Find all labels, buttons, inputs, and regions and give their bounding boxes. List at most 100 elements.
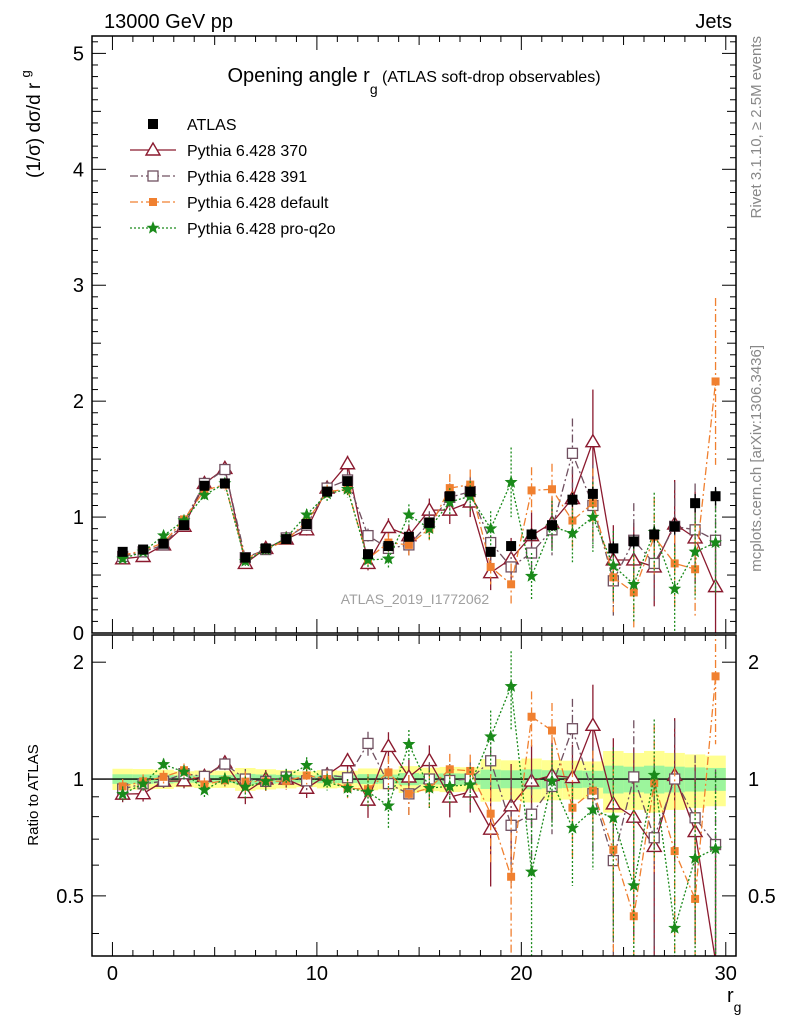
ratio-point xyxy=(404,789,413,798)
data-point xyxy=(260,543,271,554)
data-point xyxy=(301,519,312,530)
data-point xyxy=(342,476,353,487)
ratio-point xyxy=(341,781,355,794)
data-point xyxy=(240,552,251,563)
ratio-point xyxy=(545,774,559,787)
ratio-point xyxy=(218,772,232,785)
ratio-point xyxy=(177,765,191,778)
ratio-y-tick-label-right: 2 xyxy=(748,652,759,674)
data-point xyxy=(362,529,374,542)
main-panel-frame xyxy=(91,35,737,634)
legend-label: ATLAS xyxy=(187,117,237,134)
data-point xyxy=(339,455,356,470)
mcplots-label: mcplots.cern.ch [arXiv:1306.3436] xyxy=(748,345,765,572)
ratio-panel-series xyxy=(114,635,723,956)
x-axis-label-subscript: g xyxy=(734,999,742,1015)
ratio-point xyxy=(584,716,602,732)
ratio-point xyxy=(175,772,193,787)
ratio-point xyxy=(527,712,536,721)
data-point xyxy=(197,488,211,501)
legend-marker xyxy=(146,221,160,234)
ratio-point xyxy=(566,723,579,735)
data-point xyxy=(608,543,619,554)
ratio-point xyxy=(384,768,393,777)
data-point xyxy=(424,517,435,528)
data-point xyxy=(404,540,413,549)
ratio-point xyxy=(502,797,520,812)
title-subscript: g xyxy=(370,81,378,97)
y-tick-label: 1 xyxy=(73,507,84,529)
data-point xyxy=(710,491,721,502)
panel-frames xyxy=(91,35,737,957)
data-point xyxy=(527,486,536,495)
data-point xyxy=(526,529,537,540)
data-point xyxy=(179,520,189,531)
legend-label: Pythia 6.428 391 xyxy=(187,169,307,186)
ratio-point xyxy=(134,785,152,800)
series-line xyxy=(122,480,716,591)
ratio-point xyxy=(484,729,498,743)
chart-title: Opening angle rg (ATLAS soft-drop observ… xyxy=(227,65,600,97)
ratio-point xyxy=(486,809,495,818)
ratio-y-tick-label: 1 xyxy=(73,769,84,791)
x-tick-label: 30 xyxy=(715,963,737,985)
ratio-point xyxy=(629,912,638,921)
axis-ticks: 0 10 20 30 0 1 2 3 4 5 0.5 0.5 1 1 2 2 xyxy=(56,36,776,985)
legend-marker xyxy=(148,119,158,129)
data-point xyxy=(381,551,395,565)
series-line xyxy=(122,381,717,594)
ratio-point xyxy=(565,821,579,834)
svg-text:(1/σ) dσ/d r g: (1/σ) dσ/d r g xyxy=(18,70,45,178)
y-tick-label: 5 xyxy=(73,43,84,65)
ratio-series-line xyxy=(122,676,717,917)
y-tick-label: 0 xyxy=(73,623,84,645)
ratio-point xyxy=(548,726,556,735)
y-tick-label: 3 xyxy=(73,275,84,297)
title-suffix: (ATLAS soft-drop observables) xyxy=(378,69,601,86)
data-point xyxy=(627,577,641,590)
data-point xyxy=(157,528,171,542)
data-point xyxy=(444,491,455,502)
data-point xyxy=(380,519,397,534)
ratio-point xyxy=(709,841,723,855)
data-point xyxy=(485,536,497,549)
y-axis-label: (1/σ) dσ/d r g xyxy=(18,70,45,178)
data-point xyxy=(466,480,475,489)
data-point xyxy=(322,486,333,497)
x-axis-label: rg xyxy=(727,985,741,1015)
ratio-y-tick-label-right: 1 xyxy=(748,769,759,791)
ratio-y-tick-label-right: 0.5 xyxy=(748,886,776,908)
ratio-point xyxy=(443,779,457,792)
ratio-point xyxy=(606,810,620,824)
data-point xyxy=(219,478,230,489)
ratio-point xyxy=(628,771,640,783)
ratio-point xyxy=(381,798,395,812)
data-point xyxy=(649,529,660,540)
ratio-point xyxy=(136,776,150,790)
data-point xyxy=(586,510,600,523)
data-point xyxy=(670,559,679,568)
ratio-point xyxy=(302,771,311,780)
data-point xyxy=(485,546,496,557)
data-point xyxy=(383,541,394,552)
ratio-point xyxy=(650,779,659,788)
data-point xyxy=(688,545,702,558)
y-tick-label: 2 xyxy=(73,391,84,413)
legend-label: Pythia 6.428 default xyxy=(187,195,329,212)
ratio-point xyxy=(466,766,475,775)
data-point xyxy=(567,494,578,505)
ratio-point xyxy=(380,738,397,753)
data-point xyxy=(669,521,680,532)
data-point xyxy=(219,463,231,476)
data-point xyxy=(507,580,516,589)
data-point xyxy=(486,562,495,571)
ratio-point xyxy=(159,772,168,781)
data-point xyxy=(565,526,579,539)
ratio-point xyxy=(688,851,702,864)
ratio-y-axis-label: Ratio to ATLAS xyxy=(25,744,42,845)
data-point xyxy=(402,507,416,521)
data-point xyxy=(628,536,639,547)
ratio-point xyxy=(463,777,477,791)
ratio-series-line xyxy=(122,686,716,929)
